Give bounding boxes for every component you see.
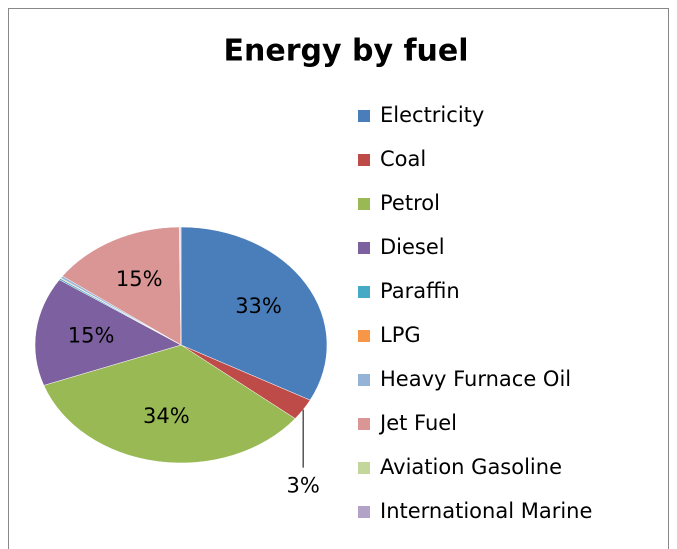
legend-swatch [358, 506, 370, 518]
pie-slice [179, 226, 182, 346]
legend-swatch [358, 198, 370, 210]
legend-swatch [358, 110, 370, 122]
legend-swatch [358, 242, 370, 254]
data-label: 15% [68, 323, 115, 347]
data-label: 15% [116, 267, 163, 291]
legend-swatch [358, 462, 370, 474]
chart-title: Energy by fuel [224, 34, 469, 69]
legend-swatch [358, 286, 370, 298]
legend-label: Heavy Furnace Oil [380, 367, 571, 391]
pie-slice [180, 226, 328, 401]
pie-slice [43, 344, 296, 464]
data-label: 3% [286, 474, 319, 498]
legend-label: Petrol [380, 191, 440, 215]
legend-label: Jet Fuel [378, 411, 457, 435]
legend-swatch [358, 330, 370, 342]
legend-label: Electricity [380, 103, 484, 127]
data-label: 34% [143, 404, 190, 428]
pie-slice [62, 226, 182, 346]
legend-label: Coal [380, 147, 426, 171]
pie-slice [34, 279, 182, 386]
data-label: 33% [235, 294, 282, 318]
legend-swatch [358, 154, 370, 166]
legend-label: International Marine [380, 499, 592, 523]
legend-label: LPG [380, 323, 421, 347]
legend-label: Paraffin [380, 279, 460, 303]
legend-label: Diesel [380, 235, 445, 259]
legend-label: Aviation Gasoline [380, 455, 562, 479]
legend-swatch [358, 374, 370, 386]
legend-swatch [358, 418, 370, 430]
